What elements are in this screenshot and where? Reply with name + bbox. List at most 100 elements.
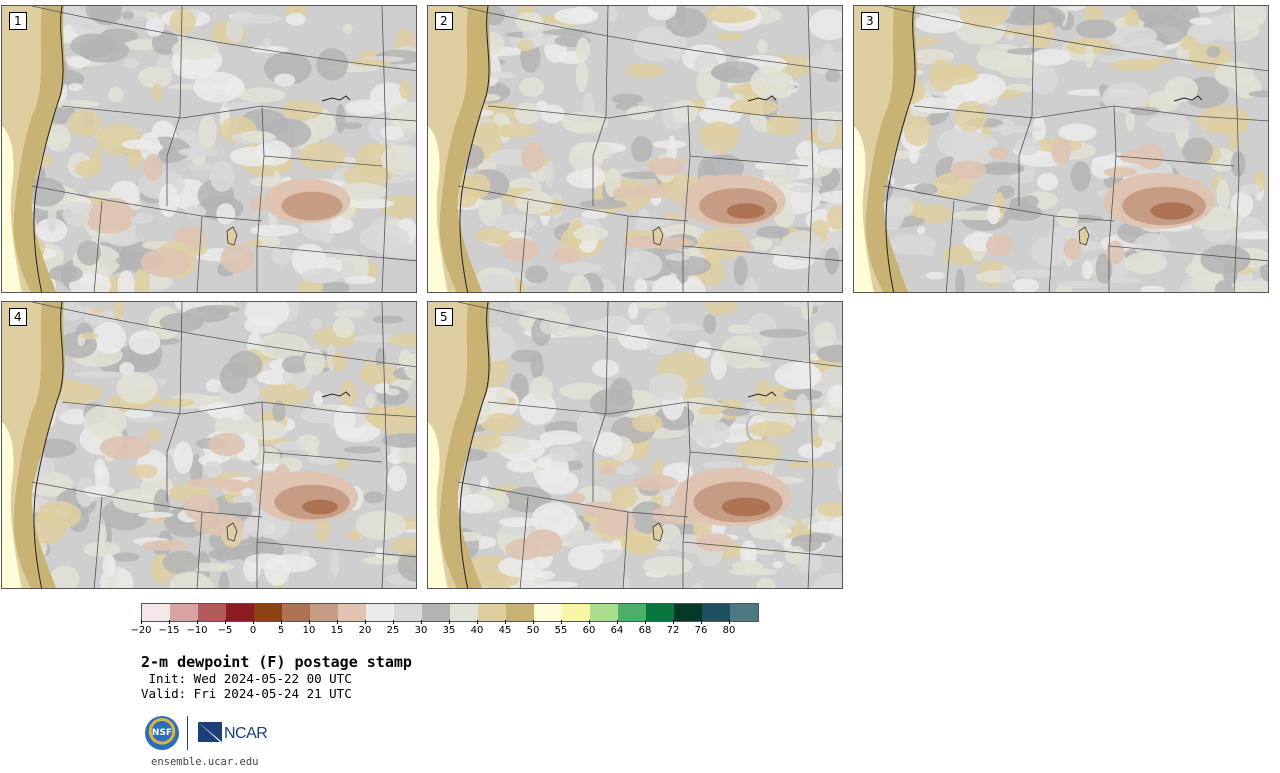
field-blob: [813, 321, 837, 349]
forecast-panel-2[interactable]: 2: [427, 5, 843, 293]
field-blob: [499, 525, 537, 536]
field-blob: [567, 544, 604, 571]
field-blob: [146, 428, 162, 443]
field-blob: [387, 333, 416, 347]
state-border: [592, 6, 609, 206]
field-blob: [145, 17, 164, 37]
colorbar-tick-label: 0: [249, 625, 257, 636]
field-blob: [727, 324, 753, 334]
coastline: [459, 302, 490, 588]
lake: [747, 391, 777, 398]
dry-pocket: [1103, 167, 1138, 178]
coastal-band-inner: [2, 302, 42, 588]
field-blob: [345, 198, 394, 209]
dry-pocket: [647, 157, 685, 176]
field-blob: [834, 386, 842, 401]
field-blob: [219, 361, 248, 394]
state-border: [622, 511, 629, 588]
forecast-panel-1[interactable]: 1: [1, 5, 417, 293]
state-border: [256, 245, 416, 262]
colorbar-swatch: [142, 604, 170, 621]
dry-pocket: [695, 533, 735, 552]
field-blob: [749, 237, 773, 251]
panel-number: 4: [9, 308, 27, 326]
field-blob: [70, 33, 117, 58]
state-border: [457, 481, 689, 518]
state-border: [256, 541, 416, 558]
field-blob: [826, 205, 842, 231]
field-blob: [1081, 260, 1093, 280]
field-blob: [158, 183, 179, 218]
field-blob: [250, 224, 299, 237]
dewpoint-map: [428, 6, 842, 292]
colorbar-tick-label: 5: [277, 625, 285, 636]
field-blob: [406, 170, 416, 181]
field-blob: [312, 391, 324, 406]
field-blob: [647, 335, 677, 355]
field-blob: [1147, 90, 1181, 112]
field-blob: [244, 302, 290, 328]
field-blob: [1000, 266, 1014, 285]
colorbar-swatch: [338, 604, 366, 621]
field-blob: [365, 406, 391, 427]
state-border: [1048, 215, 1055, 292]
field-blob: [355, 510, 407, 540]
colorbar-tick: [169, 620, 170, 624]
field-blob: [208, 548, 249, 561]
forecast-panel-4[interactable]: 4: [1, 301, 417, 589]
state-border: [689, 155, 809, 167]
field-blob: [128, 330, 161, 355]
field-blob: [548, 445, 578, 463]
field-blob: [778, 517, 793, 527]
colorbar-swatch: [366, 604, 394, 621]
field-blob: [1102, 82, 1150, 114]
field-blob: [281, 100, 323, 120]
field-blob: [1014, 137, 1040, 156]
field-blob: [506, 457, 537, 473]
dewpoint-colorbar: [141, 603, 759, 622]
field-blob: [397, 549, 416, 582]
field-blob: [366, 262, 378, 280]
field-blob: [97, 523, 107, 545]
field-blob: [789, 185, 821, 193]
field-blob: [315, 519, 330, 543]
coastal-band-inner: [2, 6, 42, 292]
field-blob: [680, 278, 706, 292]
field-blob: [720, 335, 763, 369]
state-border: [945, 200, 955, 292]
ocean: [2, 422, 22, 588]
field-blob: [634, 278, 648, 292]
colorbar-tick-label: 30: [414, 625, 428, 636]
field-blob: [117, 270, 135, 292]
ncar-logo-text: NCAR: [224, 725, 268, 742]
field-blob: [721, 407, 751, 417]
field-blob: [914, 183, 938, 195]
field-blob: [508, 302, 555, 313]
state-border: [682, 401, 691, 588]
field-blob: [973, 163, 1024, 173]
forecast-panel-3[interactable]: 3: [853, 5, 1269, 293]
field-blob: [582, 92, 595, 122]
field-blob: [689, 419, 731, 445]
field-blob: [464, 173, 491, 199]
lake: [321, 391, 351, 398]
field-blob: [307, 456, 340, 465]
colorbar-tick: [729, 620, 730, 624]
dry-core: [281, 191, 343, 221]
panel-number: 5: [435, 308, 453, 326]
field-blob: [112, 552, 140, 562]
field-blob: [817, 190, 842, 204]
field-blob: [517, 39, 534, 52]
field-blob: [785, 461, 836, 468]
field-blob: [67, 56, 90, 69]
colorbar-tick-label: −10: [186, 625, 208, 636]
dry-pocket: [187, 478, 232, 489]
state-border: [31, 6, 416, 72]
field-blob: [281, 355, 309, 374]
field-blob: [824, 69, 841, 83]
field-blob: [910, 200, 923, 221]
field-blob: [716, 33, 744, 41]
forecast-panel-5[interactable]: 5: [427, 301, 843, 589]
field-blob: [257, 332, 308, 359]
field-blob: [1179, 35, 1199, 51]
